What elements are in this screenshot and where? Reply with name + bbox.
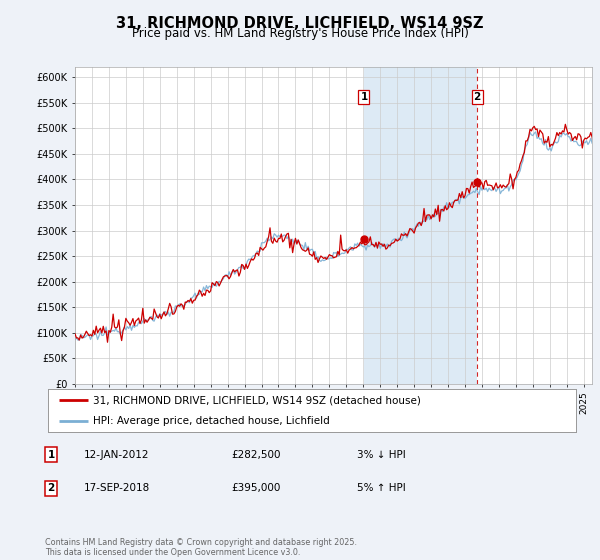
Text: £282,500: £282,500 [231, 450, 281, 460]
Text: 1: 1 [361, 92, 368, 102]
Text: 31, RICHMOND DRIVE, LICHFIELD, WS14 9SZ (detached house): 31, RICHMOND DRIVE, LICHFIELD, WS14 9SZ … [93, 395, 421, 405]
Text: 2: 2 [473, 92, 481, 102]
Text: 1: 1 [47, 450, 55, 460]
Text: 12-JAN-2012: 12-JAN-2012 [84, 450, 149, 460]
Text: HPI: Average price, detached house, Lichfield: HPI: Average price, detached house, Lich… [93, 416, 329, 426]
Text: 3% ↓ HPI: 3% ↓ HPI [357, 450, 406, 460]
Text: 31, RICHMOND DRIVE, LICHFIELD, WS14 9SZ: 31, RICHMOND DRIVE, LICHFIELD, WS14 9SZ [116, 16, 484, 31]
Text: 17-SEP-2018: 17-SEP-2018 [84, 483, 150, 493]
Text: 5% ↑ HPI: 5% ↑ HPI [357, 483, 406, 493]
Text: 2: 2 [47, 483, 55, 493]
Text: £395,000: £395,000 [231, 483, 280, 493]
Bar [364, 67, 477, 384]
Text: Price paid vs. HM Land Registry's House Price Index (HPI): Price paid vs. HM Land Registry's House … [131, 27, 469, 40]
Text: Contains HM Land Registry data © Crown copyright and database right 2025.
This d: Contains HM Land Registry data © Crown c… [45, 538, 357, 557]
